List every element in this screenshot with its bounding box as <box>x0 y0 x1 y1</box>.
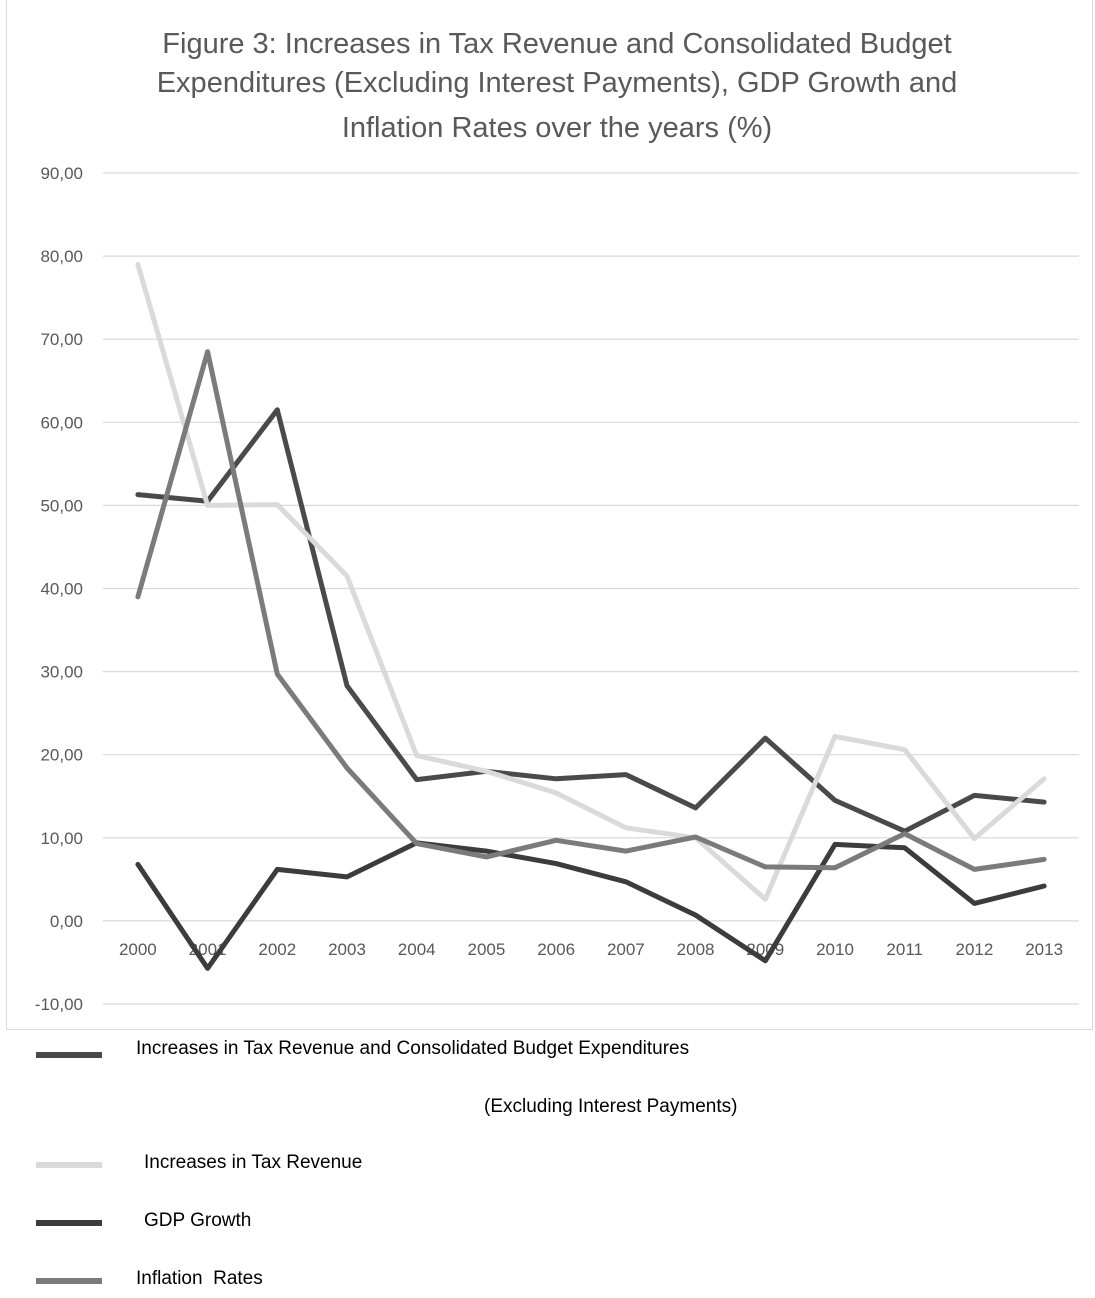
y-tick-label: 0,00 <box>50 912 83 931</box>
line-chart: Figure 3: Increases in Tax Revenue and C… <box>7 0 1094 1030</box>
legend-label-gdp-growth: GDP Growth <box>144 1210 251 1232</box>
y-tick-label: 90,00 <box>40 164 83 183</box>
y-axis-tick-labels: -10,00 0,00 10,00 20,00 30,00 40,00 50,00 60,00… <box>35 164 83 1014</box>
x-tick-label: 2011 <box>886 940 923 959</box>
series-line-1 <box>138 264 1044 899</box>
legend-label-inflation-rates: Inflation Rates <box>136 1268 263 1290</box>
legend-swatch-tax-revenue <box>36 1162 102 1168</box>
x-tick-label: 2007 <box>607 940 645 959</box>
chart-title-line-3: Inflation Rates over the years (%) <box>342 112 772 144</box>
x-tick-label: 2012 <box>956 940 994 959</box>
legend-item-gdp-growth: GDP Growth <box>0 1210 1095 1240</box>
x-tick-label: 2002 <box>258 940 296 959</box>
y-tick-label: 20,00 <box>40 746 83 765</box>
chart-title-line-1: Figure 3: Increases in Tax Revenue and C… <box>162 28 951 60</box>
x-tick-label: 2010 <box>816 940 854 959</box>
x-tick-label: 2013 <box>1025 940 1063 959</box>
y-tick-label: 10,00 <box>40 829 83 848</box>
legend-swatch-consolidated-budget <box>36 1052 102 1058</box>
legend-swatch-gdp-growth <box>36 1220 102 1226</box>
chart-frame: Figure 3: Increases in Tax Revenue and C… <box>6 0 1093 1030</box>
legend-item-consolidated-budget-continued: (Excluding Interest Payments) <box>0 1094 1095 1124</box>
legend-label-tax-revenue: Increases in Tax Revenue <box>144 1152 362 1174</box>
x-tick-label: 2003 <box>328 940 366 959</box>
chart-title-line-2: Expenditures (Excluding Interest Payment… <box>157 67 958 99</box>
x-tick-label: 2004 <box>398 940 436 959</box>
legend-label-consolidated-budget-line-2: (Excluding Interest Payments) <box>484 1096 737 1118</box>
y-tick-label: -10,00 <box>35 995 83 1014</box>
legend: Increases in Tax Revenue and Consolidate… <box>0 1030 1095 1295</box>
legend-item-tax-revenue: Increases in Tax Revenue <box>0 1152 1095 1182</box>
x-tick-label: 2005 <box>468 940 506 959</box>
y-tick-label: 70,00 <box>40 330 83 349</box>
series-lines <box>138 264 1044 968</box>
y-tick-label: 80,00 <box>40 247 83 266</box>
legend-item-consolidated-budget: Increases in Tax Revenue and Consolidate… <box>0 1038 1095 1068</box>
y-tick-label: 60,00 <box>40 413 83 432</box>
gridlines <box>103 173 1079 1004</box>
x-tick-label: 2008 <box>677 940 715 959</box>
series-line-0 <box>138 410 1044 831</box>
y-tick-label: 40,00 <box>40 580 83 599</box>
chart-title: Figure 3: Increases in Tax Revenue and C… <box>157 28 958 144</box>
legend-label-consolidated-budget-line-1: Increases in Tax Revenue and Consolidate… <box>136 1038 689 1060</box>
x-tick-label: 2000 <box>119 940 157 959</box>
legend-item-inflation-rates: Inflation Rates <box>0 1268 1095 1298</box>
legend-swatch-inflation-rates <box>36 1278 102 1284</box>
series-line-3 <box>138 352 1044 870</box>
x-tick-label: 2006 <box>537 940 575 959</box>
y-tick-label: 30,00 <box>40 663 83 682</box>
y-tick-label: 50,00 <box>40 496 83 515</box>
